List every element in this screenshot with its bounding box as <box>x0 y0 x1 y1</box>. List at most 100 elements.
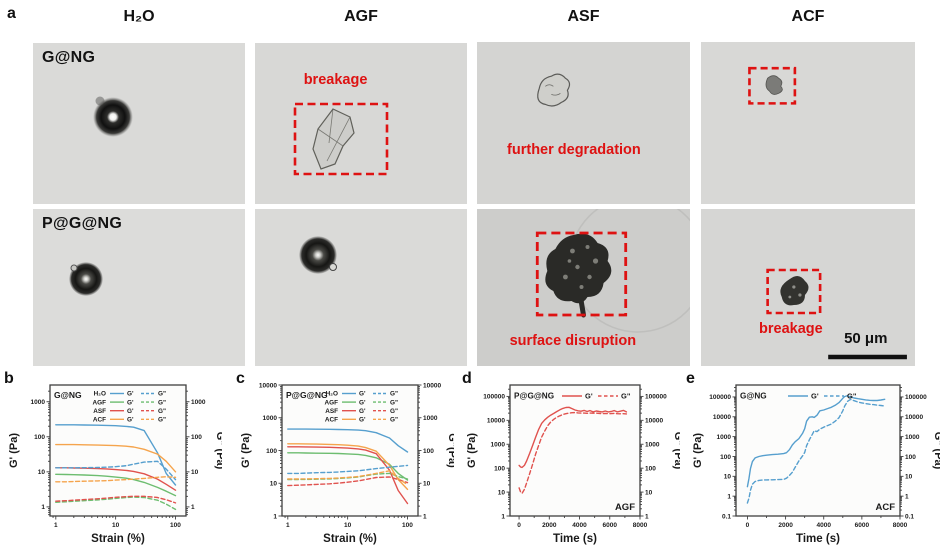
series-gp <box>746 395 886 488</box>
micrograph-pgng-asf: surface disruption <box>477 209 690 366</box>
particle-bump <box>95 96 105 106</box>
y-axis-label-right: G" (Pa) <box>214 432 222 470</box>
particle-tail <box>577 294 587 318</box>
svg-text:4000: 4000 <box>572 522 587 529</box>
corner-condition-label: AGF <box>615 502 635 513</box>
chart-e-plot: 0.1 0.1 1 1 10 10 100 100 1000 1000 10000 10000 1000… <box>692 384 944 545</box>
svg-text:10000: 10000 <box>905 414 923 421</box>
svg-text:1: 1 <box>727 493 731 500</box>
y-axis-label-left: G' (Pa) <box>692 433 704 468</box>
gng-agf-drawing <box>293 102 389 176</box>
annotation-breakage-top: breakage <box>303 72 368 88</box>
svg-text:1: 1 <box>286 522 290 529</box>
svg-text:H₂O: H₂O <box>94 391 106 398</box>
series-gpp <box>518 411 628 494</box>
svg-text:100: 100 <box>905 454 916 461</box>
chart-c: 1 1 10 10 100 100 1000 1000 10000 10000 1 10 100 Stra… <box>240 374 458 557</box>
svg-text:100: 100 <box>720 454 731 461</box>
svg-text:G': G' <box>585 392 593 401</box>
panel-c: c 1 1 10 10 100 100 1000 1000 10000 10000 1 10 100 St… <box>234 370 460 556</box>
svg-text:G": G" <box>390 399 398 406</box>
svg-text:6000: 6000 <box>603 522 618 529</box>
row-label-pgng: P@G@NG <box>42 215 123 232</box>
svg-text:100: 100 <box>423 448 434 455</box>
svg-text:100: 100 <box>645 465 656 472</box>
svg-text:100: 100 <box>191 434 202 441</box>
svg-text:100: 100 <box>402 522 413 529</box>
surface-speckles <box>788 285 802 299</box>
svg-text:G": G" <box>158 417 166 424</box>
micrograph-gng-agf: breakage <box>255 43 467 204</box>
svg-text:10000: 10000 <box>423 382 441 389</box>
pgng-asf-drawing <box>535 209 690 333</box>
svg-text:100: 100 <box>34 434 45 441</box>
micrograph-pgng-h2o: P@G@NG <box>33 209 245 366</box>
svg-text:0.1: 0.1 <box>905 513 914 520</box>
svg-text:G": G" <box>621 392 631 401</box>
svg-text:10: 10 <box>645 489 653 496</box>
chart-d: 1 1 10 10 100 100 1000 1000 10000 10000 100000 1000… <box>466 374 684 557</box>
column-header-asf: ASF <box>567 8 600 25</box>
svg-text:G': G' <box>811 392 819 401</box>
svg-text:4000: 4000 <box>816 522 831 529</box>
highlight-box <box>535 231 628 317</box>
svg-text:100: 100 <box>266 448 277 455</box>
micrograph-gng-asf: further degradation <box>477 42 690 204</box>
svg-text:1000: 1000 <box>423 415 438 422</box>
svg-text:1000: 1000 <box>263 415 278 422</box>
y-axis-label-right: G" (Pa) <box>672 432 680 470</box>
chart-b-plot: 1 1 10 10 100 100 1000 1000 1 10 100 Strain (%) G' (… <box>8 384 226 545</box>
series-h2o-gp <box>55 424 177 486</box>
series-agf-gp <box>287 452 409 481</box>
svg-text:10000: 10000 <box>259 382 277 389</box>
svg-text:1: 1 <box>191 504 195 511</box>
surface-speckles <box>563 245 599 289</box>
svg-text:1: 1 <box>645 513 649 520</box>
tiny-fragment <box>765 75 783 95</box>
svg-text:1: 1 <box>273 513 277 520</box>
svg-text:1: 1 <box>423 513 427 520</box>
svg-text:G': G' <box>359 399 366 406</box>
panel-a-letter: a <box>7 5 16 22</box>
svg-text:10: 10 <box>38 469 46 476</box>
svg-text:AGF: AGF <box>325 399 339 406</box>
chart-b: 1 1 10 10 100 100 1000 1000 1 10 100 Strain (%) G' (… <box>8 374 226 557</box>
annotation-breakage-bottom: breakage <box>759 321 823 337</box>
gng-acf-drawing <box>748 66 797 105</box>
highlight-box <box>766 268 822 315</box>
micrograph-gng-h2o: G@NG <box>33 43 245 204</box>
svg-text:ACF: ACF <box>93 417 106 424</box>
gng-h2o-particle-drawing <box>93 96 133 137</box>
svg-text:1000: 1000 <box>645 442 660 449</box>
svg-text:G': G' <box>127 391 134 398</box>
panel-b-letter: b <box>4 370 14 387</box>
particle-bump <box>329 263 337 271</box>
series-h2o-gpp <box>287 464 409 475</box>
svg-text:AGF: AGF <box>93 399 107 406</box>
svg-text:1000: 1000 <box>191 399 206 406</box>
microgel-particle <box>93 97 133 137</box>
svg-text:10: 10 <box>724 474 732 481</box>
svg-text:10000: 10000 <box>713 414 731 421</box>
series-h2o-gp <box>287 428 409 453</box>
svg-text:100000: 100000 <box>709 394 731 401</box>
y-axis-label-left: G' (Pa) <box>8 433 20 468</box>
svg-text:100000: 100000 <box>905 394 927 401</box>
svg-text:G': G' <box>127 399 134 406</box>
svg-text:10: 10 <box>423 481 431 488</box>
column-header-agf: AGF <box>344 8 378 25</box>
pgng-agf-drawing <box>299 236 337 274</box>
svg-text:8000: 8000 <box>633 522 648 529</box>
scale-bar-label: 50 μm <box>844 330 888 347</box>
svg-text:G': G' <box>127 417 134 424</box>
svg-text:100000: 100000 <box>483 394 505 401</box>
svg-text:10: 10 <box>112 522 120 529</box>
sample-label: P@G@NG <box>514 392 554 401</box>
svg-text:1: 1 <box>41 504 45 511</box>
chart-d-plot: 1 1 10 10 100 100 1000 1000 10000 10000 100000 1000… <box>466 384 684 545</box>
svg-text:1000: 1000 <box>717 434 732 441</box>
panel-c-letter: c <box>236 370 245 387</box>
svg-text:1000: 1000 <box>31 399 46 406</box>
pgng-acf-drawing <box>766 268 907 360</box>
